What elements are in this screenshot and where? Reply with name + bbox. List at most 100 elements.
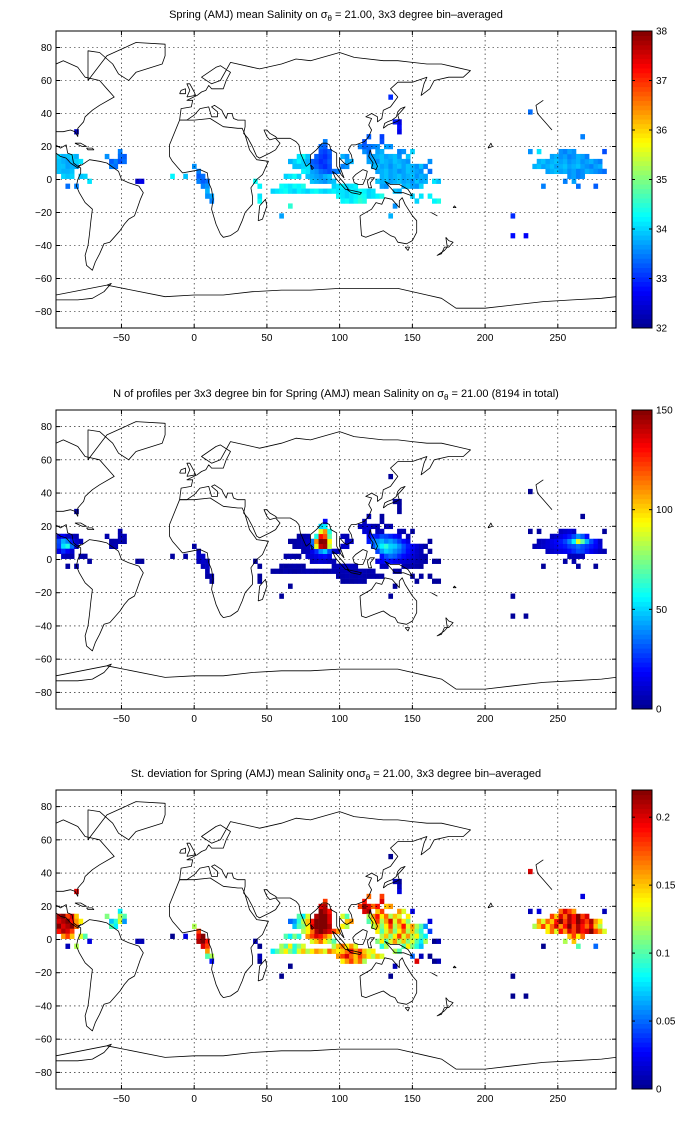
data-cell [401, 553, 407, 559]
data-cell [388, 913, 394, 920]
x-tick-label: 200 [477, 1094, 494, 1105]
colorbar-swatch [632, 142, 652, 148]
data-cell [296, 563, 302, 569]
colorbar-tick-label: 0.2 [656, 813, 670, 824]
data-cell [567, 528, 572, 535]
data-cell [318, 538, 324, 545]
colorbar-swatch [632, 512, 652, 518]
data-cell [580, 548, 586, 554]
data-cell [344, 953, 350, 959]
colorbar-swatch [632, 517, 652, 523]
data-cell [82, 553, 88, 559]
data-cell [576, 918, 581, 925]
data-cell [584, 538, 590, 545]
data-cell [322, 144, 328, 150]
coastline [179, 847, 186, 854]
data-cell [366, 158, 372, 165]
data-cell [405, 178, 411, 184]
colorbar-swatch [632, 484, 652, 490]
data-cell [388, 213, 394, 219]
coastline [382, 106, 406, 129]
data-cell [397, 163, 402, 170]
data-cell [56, 153, 62, 160]
data-cell [545, 158, 551, 165]
data-cell [340, 163, 346, 170]
data-cell [69, 168, 75, 175]
data-cell [423, 553, 428, 559]
colorbar-swatch [632, 230, 652, 236]
data-cell [331, 563, 337, 569]
data-cell [357, 578, 363, 584]
data-cell [562, 923, 568, 929]
colorbar-swatch [632, 888, 652, 894]
data-cell [571, 528, 577, 535]
colorbar-swatch [632, 179, 652, 185]
data-cell [418, 183, 424, 189]
colorbar-swatch [632, 841, 652, 847]
data-cell [74, 508, 79, 515]
data-cell [344, 563, 350, 569]
x-tick-label: 150 [404, 1094, 421, 1105]
colorbar-swatch [632, 662, 652, 668]
data-cell [510, 993, 516, 999]
data-cell [362, 948, 367, 954]
colorbar-swatch [632, 276, 652, 282]
data-cell [379, 943, 385, 949]
data-cell [336, 168, 341, 175]
coastline [86, 907, 95, 910]
colorbar-swatch [632, 568, 652, 574]
data-cell [567, 543, 572, 549]
data-cell [384, 523, 389, 530]
coastline [359, 577, 418, 625]
data-cell [344, 573, 350, 579]
data-cell [405, 563, 411, 569]
data-cell [318, 553, 324, 559]
data-cell [362, 958, 367, 964]
data-cell [318, 168, 324, 175]
data-cell [549, 158, 555, 165]
data-cell [292, 553, 298, 559]
data-cell [418, 933, 424, 939]
data-cell [301, 183, 306, 189]
data-cell [397, 543, 402, 549]
data-cell [362, 144, 367, 150]
data-cell [558, 528, 564, 535]
data-cell [366, 918, 372, 925]
data-cell [344, 538, 350, 545]
y-tick-label: −40 [35, 241, 52, 252]
data-cell [379, 183, 385, 189]
data-cell [322, 153, 328, 160]
data-cell [392, 543, 398, 549]
data-cell [523, 613, 529, 619]
data-cell [113, 158, 119, 165]
data-cell [327, 948, 332, 954]
colorbar-swatch [632, 503, 652, 509]
coastline [76, 539, 144, 652]
colorbar-swatch [632, 156, 652, 162]
data-cell [314, 188, 319, 194]
data-cell [65, 548, 71, 554]
data-cell [336, 948, 341, 954]
data-cell [580, 173, 586, 179]
data-cell [392, 158, 398, 165]
data-cell [436, 178, 442, 184]
data-cell [318, 163, 324, 170]
data-cell [200, 933, 206, 939]
colorbar-swatch [632, 813, 652, 819]
data-cell [305, 533, 311, 540]
y-tick-label: 0 [46, 555, 52, 566]
coastline [87, 421, 166, 461]
colorbar-tick-label: 33 [656, 274, 668, 285]
data-cell [536, 158, 542, 165]
data-cell [597, 168, 603, 175]
colorbar-swatch [632, 634, 652, 640]
data-cell [327, 178, 332, 184]
colorbar-tick-label: 34 [656, 225, 668, 236]
data-cell [61, 538, 66, 545]
x-tick-label: 250 [549, 333, 566, 344]
coastline [257, 959, 268, 982]
colorbar-swatch [632, 211, 652, 218]
coastline [404, 246, 410, 251]
data-cell [336, 193, 341, 199]
data-cell [580, 538, 586, 545]
